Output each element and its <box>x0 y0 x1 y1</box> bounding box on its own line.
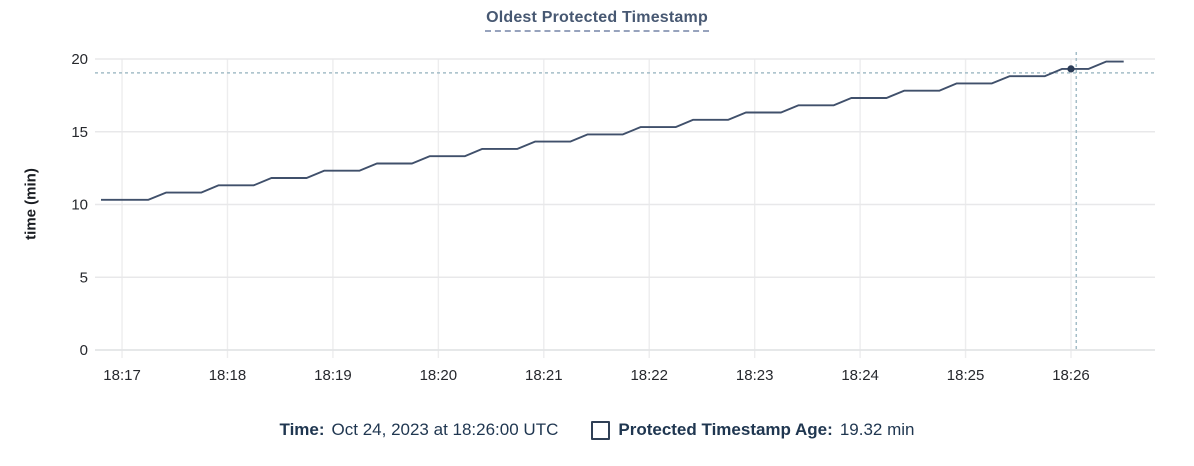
series-line <box>101 60 1124 201</box>
x-tick-label: 18:24 <box>841 367 879 384</box>
legend-time-value: Oct 24, 2023 at 18:26:00 UTC <box>331 420 559 439</box>
x-tick-label: 18:18 <box>209 367 247 384</box>
chart-legend: Time: Oct 24, 2023 at 18:26:00 UTC Prote… <box>0 420 1194 440</box>
series-toggle-checkbox[interactable] <box>591 420 611 440</box>
x-tick-label: 18:19 <box>314 367 352 384</box>
y-tick-label: 0 <box>80 342 88 359</box>
legend-series-value: 19.32 min <box>839 420 915 439</box>
x-tick-label: 18:23 <box>736 367 774 384</box>
x-tick-label: 18:22 <box>630 367 668 384</box>
legend-time-label: Time: <box>279 420 325 439</box>
y-tick-label: 10 <box>71 197 88 214</box>
x-tick-label: 18:20 <box>420 367 458 384</box>
chart-plot-area[interactable]: 0 5 10 15 20 18:17 18:18 18:19 18:20 18:21 18:22 18… <box>0 0 1194 400</box>
y-tick-label: 15 <box>71 124 88 141</box>
x-tick-label: 18:21 <box>525 367 563 384</box>
highlighted-point-dot[interactable] <box>1067 65 1075 73</box>
legend-series-label: Protected Timestamp Age: <box>618 420 833 439</box>
y-tick-label: 20 <box>71 51 88 68</box>
y-tick-label: 5 <box>80 269 88 286</box>
chart-title[interactable]: Oldest Protected Timestamp <box>485 9 709 32</box>
x-tick-label: 18:17 <box>103 367 141 384</box>
y-axis-title: time (min) <box>22 168 40 240</box>
x-tick-label: 18:25 <box>947 367 985 384</box>
x-tick-label: 18:26 <box>1052 367 1090 384</box>
chart-title-row: Oldest Protected Timestamp <box>0 9 1194 32</box>
